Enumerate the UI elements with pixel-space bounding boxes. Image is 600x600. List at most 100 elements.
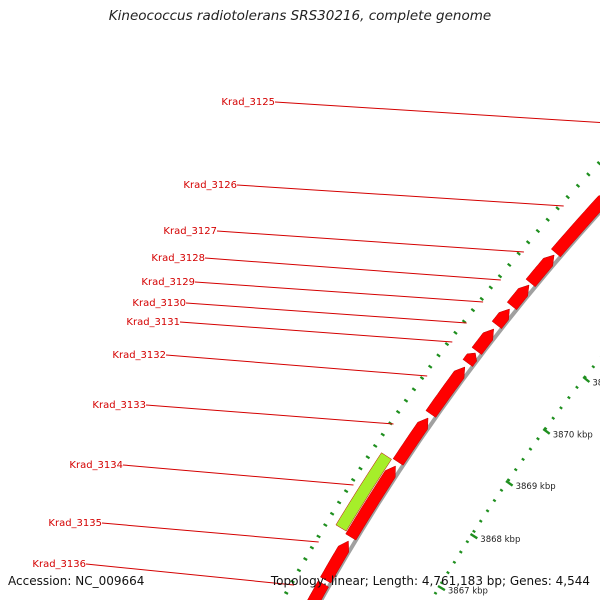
outer-tick	[516, 251, 521, 256]
leader-line	[236, 184, 564, 207]
gene-label[interactable]: Krad_3135	[48, 518, 102, 529]
outer-tick	[290, 579, 295, 584]
cds-feature[interactable]	[471, 328, 494, 355]
minor-scale-tick	[551, 416, 556, 420]
major-scale-tick	[437, 584, 446, 592]
outer-tick	[507, 262, 512, 268]
outer-tick	[461, 319, 467, 324]
cds-feature[interactable]	[306, 580, 329, 600]
outer-tick	[586, 172, 591, 177]
cds-feature[interactable]	[425, 366, 466, 418]
minor-scale-tick	[446, 570, 450, 575]
leader-line	[216, 230, 524, 253]
outer-tick	[525, 240, 531, 245]
major-scale-tick	[542, 428, 551, 435]
highlight-feature-green[interactable]	[335, 452, 392, 532]
outer-tick	[419, 376, 425, 381]
cds-feature[interactable]	[525, 254, 555, 288]
cds-feature[interactable]	[392, 417, 429, 466]
cds-feature[interactable]	[550, 193, 600, 258]
minor-scale-tick	[521, 457, 525, 462]
gene-label[interactable]: Krad_3128	[151, 253, 205, 264]
minor-scale-tick	[458, 550, 463, 554]
gene-label[interactable]: Krad_3130	[132, 298, 186, 309]
outer-tick	[283, 591, 289, 595]
cds-feature[interactable]	[491, 308, 510, 330]
gene-label[interactable]: Krad_3129	[141, 277, 195, 288]
gene-label[interactable]: Krad_3136	[32, 559, 86, 570]
outer-tick	[296, 568, 302, 573]
scale-tick-track	[433, 356, 600, 595]
minor-scale-tick	[499, 488, 504, 493]
minor-scale-tick	[478, 519, 483, 523]
map-title: Kineococcus radiotolerans SRS30216, comp…	[108, 8, 492, 24]
leader-line	[274, 101, 600, 123]
outer-tick	[365, 455, 371, 460]
outer-tick	[545, 217, 550, 222]
minor-scale-tick	[506, 478, 511, 482]
leader-line	[179, 321, 453, 343]
minor-scale-tick	[513, 467, 518, 472]
outer-tick	[411, 387, 417, 392]
major-scale-tick	[582, 376, 591, 383]
outer-tick	[488, 285, 494, 290]
label-leader-lines	[85, 101, 600, 586]
major-scale-tick	[505, 480, 514, 487]
minor-scale-tick	[575, 385, 579, 390]
outer-tick	[380, 432, 386, 437]
minor-scale-tick	[433, 591, 438, 595]
leader-line	[204, 257, 501, 281]
outer-tick	[479, 296, 484, 301]
minor-scale-tick	[543, 426, 548, 431]
outer-tick	[350, 477, 356, 482]
minor-scale-tick	[559, 406, 563, 410]
minor-scale-tick	[465, 539, 470, 544]
minor-scale-tick	[439, 581, 444, 585]
gene-label[interactable]: Krad_3131	[126, 317, 180, 328]
gene-label[interactable]: Krad_3133	[92, 400, 146, 411]
outer-tick	[303, 557, 308, 561]
minor-scale-tick	[591, 364, 596, 369]
scale-label: 3870 kbp	[553, 430, 593, 440]
outer-tick	[575, 183, 581, 188]
gene-label[interactable]: Krad_3132	[112, 350, 166, 361]
outer-tick	[427, 364, 433, 369]
minor-scale-tick	[567, 395, 571, 400]
cds-feature[interactable]	[506, 284, 530, 311]
leader-line	[122, 464, 354, 486]
outer-tick	[323, 523, 328, 528]
leader-line	[85, 563, 295, 586]
minor-scale-tick	[492, 498, 497, 503]
minor-scale-tick	[472, 529, 476, 534]
outer-tick	[453, 330, 458, 335]
gene-label[interactable]: Krad_3126	[183, 180, 237, 191]
gene-label[interactable]: Krad_3134	[69, 460, 123, 471]
outer-tick	[403, 398, 409, 403]
scale-label: 3868 kbp	[480, 535, 520, 545]
leader-line	[145, 404, 394, 425]
major-scale-tick	[469, 532, 478, 540]
gene-label[interactable]: Krad_3127	[163, 226, 217, 237]
outer-tick	[535, 228, 541, 234]
outer-tick	[497, 274, 503, 279]
leader-line	[101, 522, 319, 543]
cds-feature[interactable]	[345, 465, 396, 541]
cds-feature[interactable]	[320, 540, 349, 584]
outer-tick	[470, 308, 476, 313]
minor-scale-tick	[485, 509, 490, 513]
gene-labels[interactable]: Krad_3125 Krad_3126 Krad_3127 Krad_3128 Krad…	[32, 97, 275, 570]
gene-label[interactable]: Krad_3125	[221, 97, 275, 108]
scale-label: 3867 kbp	[448, 587, 488, 597]
feature-track[interactable]	[306, 0, 600, 600]
outer-tick	[372, 443, 378, 448]
minor-scale-tick	[528, 447, 533, 451]
minor-scale-tick	[536, 437, 540, 441]
outer-tick	[343, 489, 349, 494]
outer-tick	[444, 342, 450, 347]
outer-tick	[316, 534, 321, 539]
cds-feature[interactable]	[462, 352, 477, 367]
leader-line	[194, 281, 484, 303]
scale-label: 3869 kbp	[516, 482, 556, 492]
outer-tick	[358, 466, 363, 471]
